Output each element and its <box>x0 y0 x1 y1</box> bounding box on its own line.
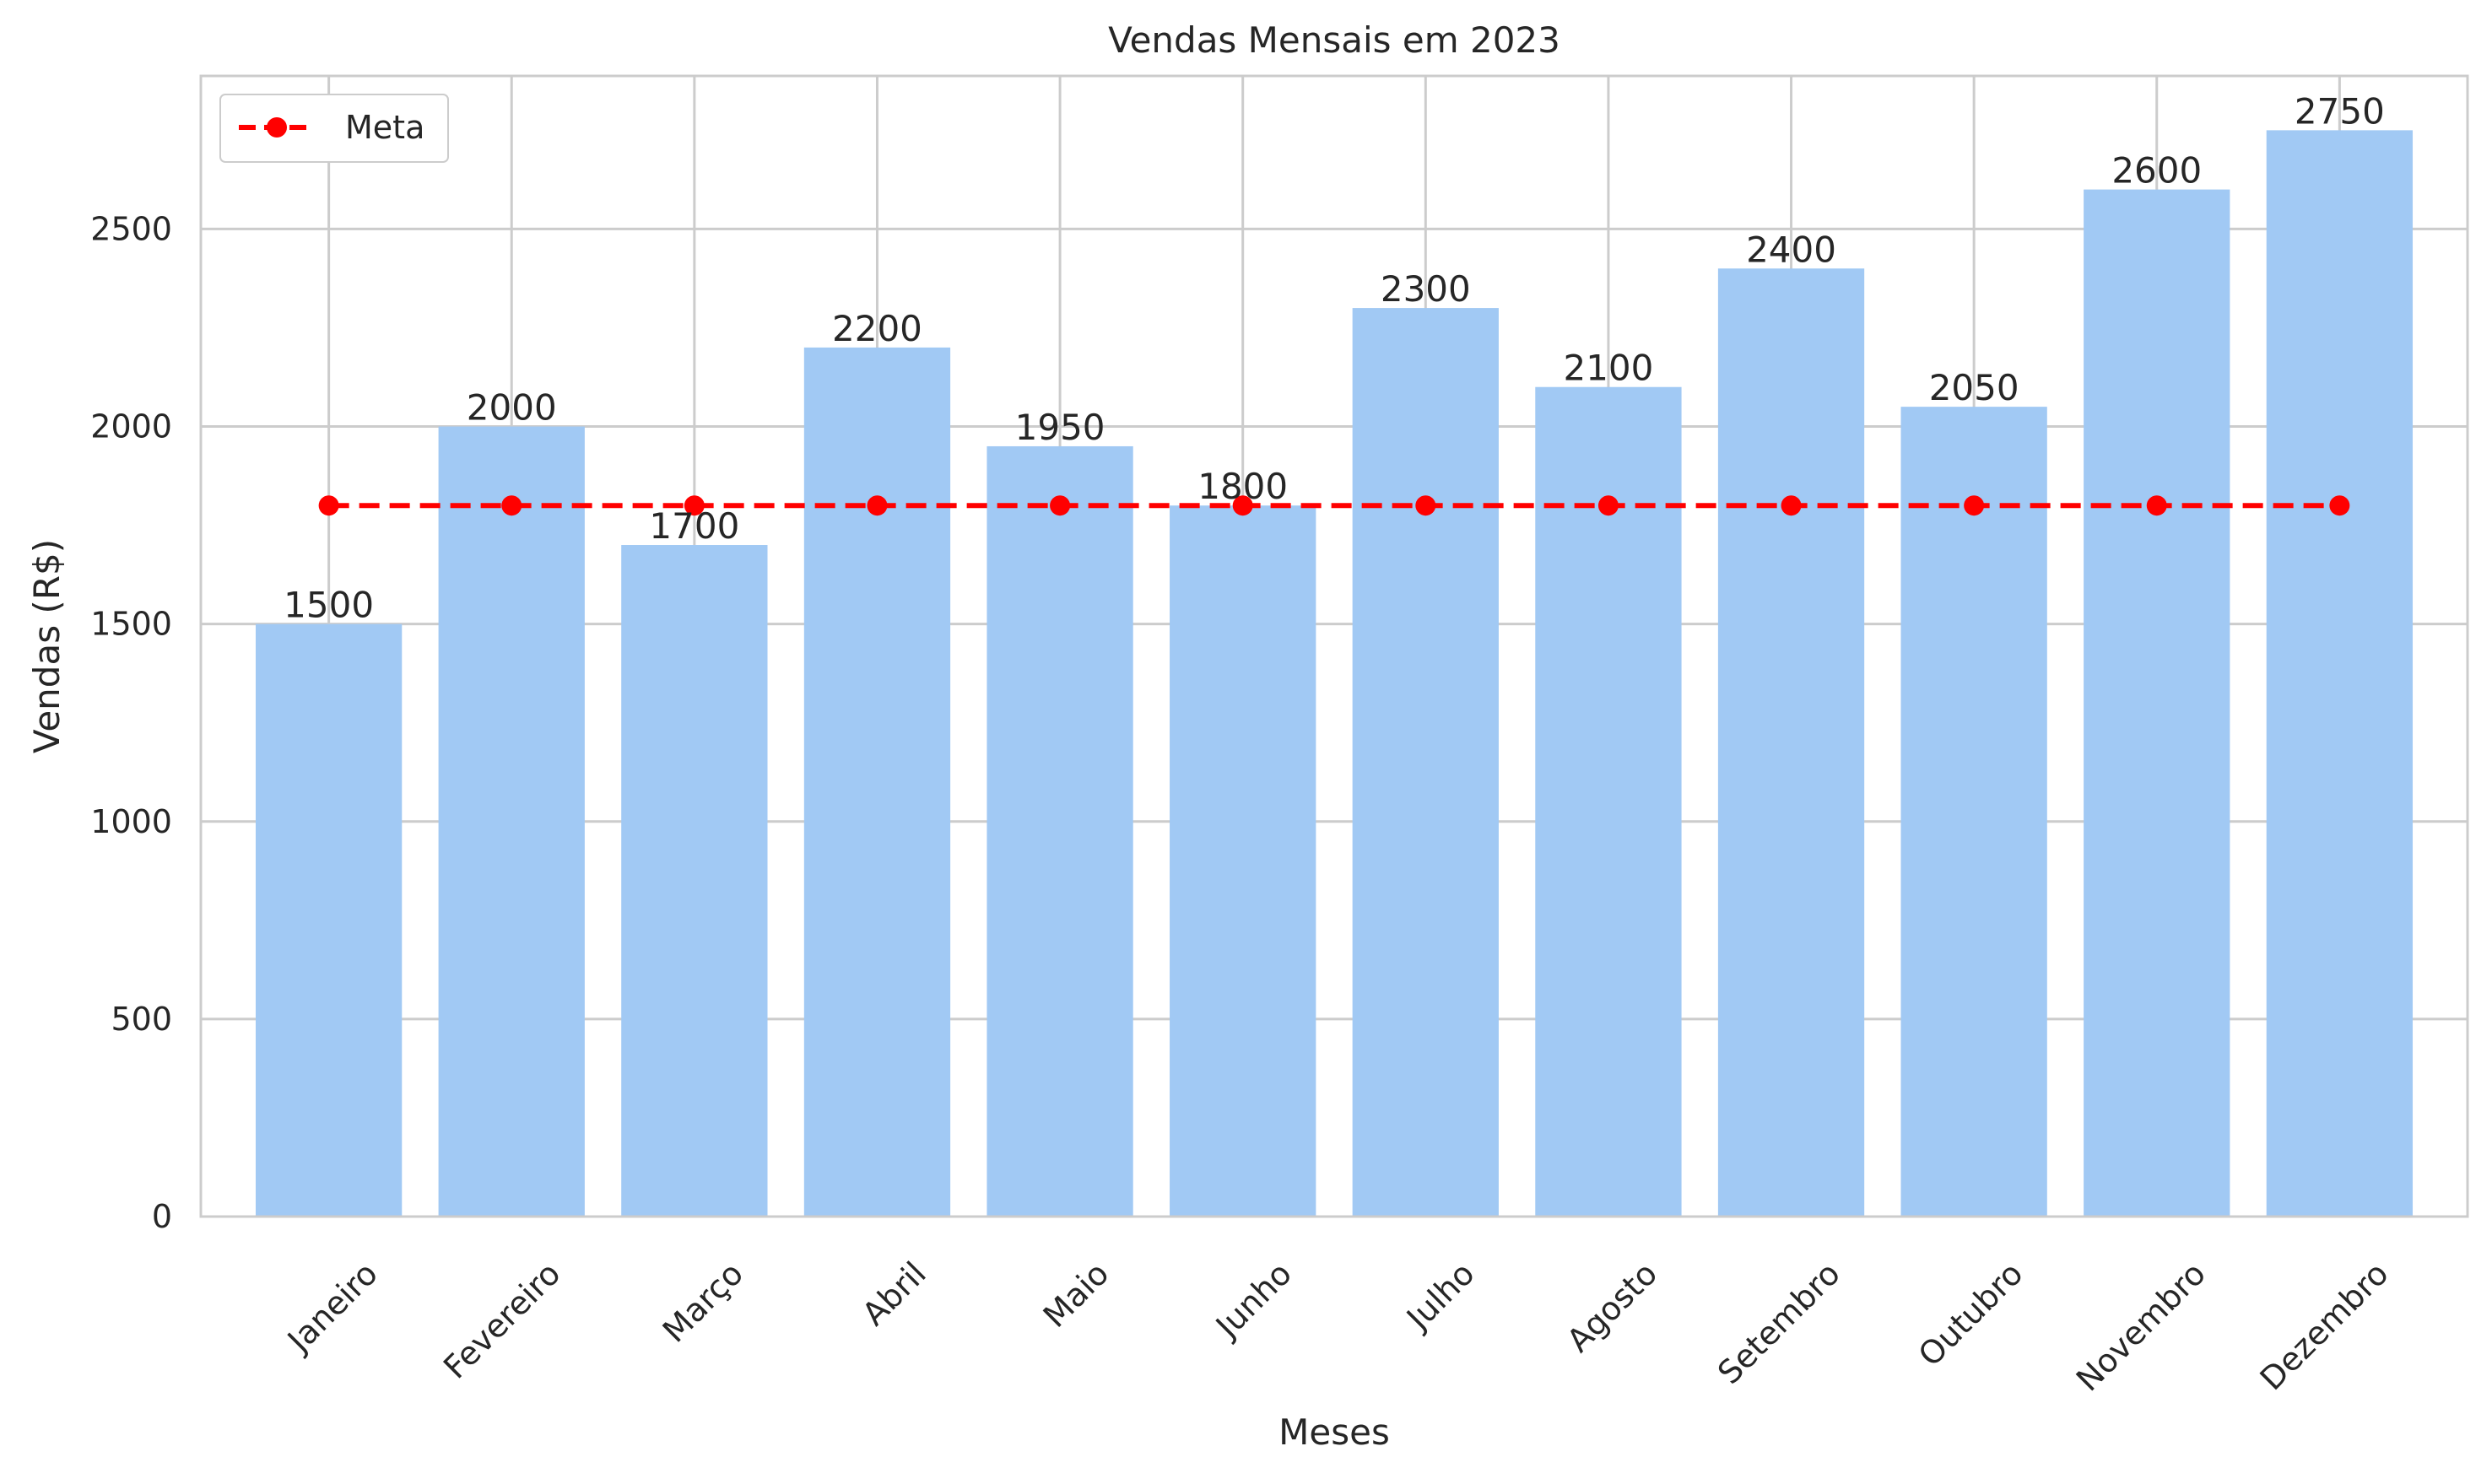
bar <box>1900 407 2047 1217</box>
plot-frame <box>199 74 2469 1218</box>
bar-value-label: 2050 <box>1929 367 2019 408</box>
bar-value-label: 2000 <box>467 387 557 429</box>
y-tick-label: 0 <box>152 1198 172 1235</box>
bar <box>621 545 768 1217</box>
target-marker <box>1597 495 1619 516</box>
legend-box <box>219 94 449 163</box>
bar <box>987 445 1133 1217</box>
target-marker <box>318 495 339 516</box>
target-marker <box>1050 495 1071 516</box>
legend-label-meta: Meta <box>345 109 424 146</box>
bar <box>1352 308 1499 1217</box>
legend-marker-icon <box>267 117 287 138</box>
bars <box>255 130 2414 1217</box>
bar-value-label: 1950 <box>1015 407 1105 448</box>
target-marker <box>684 495 705 516</box>
x-axis-title: Meses <box>1278 1411 1390 1453</box>
target-marker <box>1964 495 1985 516</box>
bar-value-label: 2400 <box>1746 229 1836 270</box>
bar-value-label: 2300 <box>1381 268 1471 310</box>
bar <box>2084 189 2230 1217</box>
bar <box>2266 130 2414 1217</box>
target-marker <box>501 495 522 516</box>
bar <box>438 426 585 1217</box>
target-marker <box>867 495 888 516</box>
bar <box>1717 268 1865 1217</box>
y-axis-title: Vendas (R$) <box>26 539 68 753</box>
bar-value-label: 1800 <box>1197 466 1288 507</box>
bar <box>1535 386 1682 1217</box>
bar-value-label: 1700 <box>649 505 739 547</box>
legend: Meta <box>219 94 449 163</box>
target-line-layer <box>318 495 2350 516</box>
bar-value-label: 1500 <box>284 585 374 626</box>
chart-title: Vendas Mensais em 2023 <box>1108 19 1560 61</box>
target-marker <box>2329 495 2350 516</box>
y-tick-label: 2000 <box>90 408 172 445</box>
bar <box>803 347 951 1217</box>
bar-value-label: 2600 <box>2111 150 2202 192</box>
y-tick-label: 500 <box>111 1001 172 1038</box>
y-tick-label: 2500 <box>90 210 172 247</box>
target-marker <box>1232 495 1253 516</box>
bar <box>255 623 403 1217</box>
bar-value-label: 2750 <box>2295 90 2385 132</box>
y-tick-label: 1000 <box>90 803 172 840</box>
target-marker <box>1415 495 1436 516</box>
bar-value-label: 2200 <box>832 308 922 349</box>
data-labels: 1500 2000 1700 2200 1950 1800 2300 2100 2400 2050… <box>284 90 2385 625</box>
bar-value-label: 2100 <box>1563 348 1653 389</box>
target-marker <box>1781 495 1802 516</box>
target-marker <box>2146 495 2167 516</box>
bar <box>1170 505 1316 1217</box>
y-tick-label: 1500 <box>90 606 172 643</box>
